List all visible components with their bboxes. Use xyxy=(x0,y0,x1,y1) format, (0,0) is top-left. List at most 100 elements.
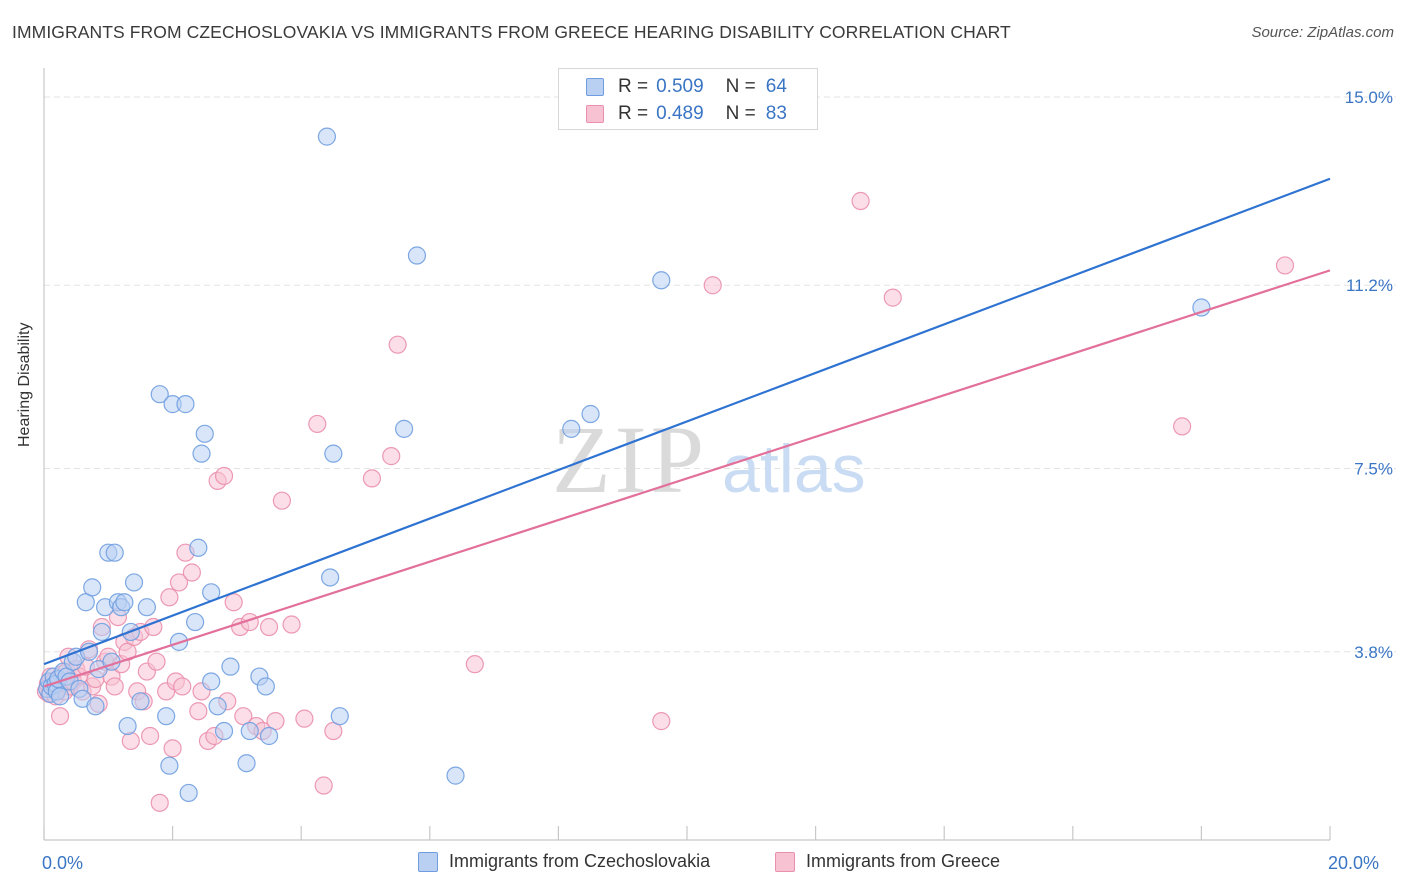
data-point-czechoslovakia xyxy=(160,756,179,775)
data-point-greece xyxy=(388,335,407,354)
data-point-czechoslovakia xyxy=(92,622,111,642)
data-point-czechoslovakia xyxy=(259,726,279,746)
watermark: ZIP atlas xyxy=(552,406,866,513)
trend-line-czechoslovakia xyxy=(43,177,1331,666)
data-point-greece xyxy=(214,466,234,486)
data-point-czechoslovakia xyxy=(189,538,208,557)
data-point-czechoslovakia xyxy=(562,419,581,438)
grid-lines xyxy=(44,96,1396,653)
data-point-czechoslovakia xyxy=(652,271,671,290)
data-point-czechoslovakia xyxy=(192,444,211,463)
data-point-czechoslovakia xyxy=(330,707,349,726)
data-point-czechoslovakia xyxy=(214,721,234,741)
data-point-czechoslovakia xyxy=(179,783,198,803)
legend-swatch-blue xyxy=(418,851,438,872)
y-tick-label: 11.2% xyxy=(1346,276,1393,295)
data-point-czechoslovakia xyxy=(256,677,275,696)
data-point-greece xyxy=(652,712,671,731)
data-point-czechoslovakia xyxy=(208,697,227,716)
data-point-czechoslovakia xyxy=(115,593,134,612)
legend-row-czechoslovakia: R = 0.509 N = 64 xyxy=(559,74,787,100)
data-point-greece xyxy=(1173,417,1192,436)
legend-swatch-pink xyxy=(586,105,604,123)
data-point-czechoslovakia xyxy=(79,642,99,661)
data-point-czechoslovakia xyxy=(240,721,259,741)
data-point-czechoslovakia xyxy=(50,687,70,706)
data-point-czechoslovakia xyxy=(118,716,137,736)
legend-r-value: 0.509 xyxy=(656,76,704,97)
data-point-czechoslovakia xyxy=(317,127,337,146)
data-point-greece xyxy=(282,615,301,634)
data-point-czechoslovakia xyxy=(137,598,156,617)
data-point-greece xyxy=(851,191,870,211)
data-point-czechoslovakia xyxy=(394,419,414,438)
data-point-czechoslovakia xyxy=(124,573,144,592)
data-point-czechoslovakia xyxy=(407,246,427,265)
data-point-greece xyxy=(382,447,401,466)
data-point-greece xyxy=(295,709,314,728)
data-point-czechoslovakia xyxy=(202,672,221,691)
y-tick-label: 15.0% xyxy=(1345,88,1393,107)
legend-r-label: R = xyxy=(618,103,649,124)
data-point-greece xyxy=(883,288,902,307)
data-point-czechoslovakia xyxy=(105,543,124,562)
data-point-czechoslovakia xyxy=(1192,298,1211,317)
data-point-greece xyxy=(272,491,292,510)
data-point-czechoslovakia xyxy=(150,385,169,404)
data-point-czechoslovakia xyxy=(446,766,465,785)
data-point-greece xyxy=(362,469,382,488)
watermark-atlas: atlas xyxy=(722,431,866,507)
data-point-czechoslovakia xyxy=(157,707,176,726)
data-point-czechoslovakia xyxy=(186,612,205,632)
legend-n-value: 64 xyxy=(765,76,787,97)
data-point-greece xyxy=(121,731,140,751)
data-point-greece xyxy=(182,563,201,582)
data-point-greece xyxy=(140,726,160,746)
legend-n-value: 83 xyxy=(765,103,787,124)
legend-item-czechoslovakia: Immigrants from Czechoslovakia xyxy=(418,851,710,872)
legend-n-label: N = xyxy=(725,103,756,124)
x-tick-label-max: 20.0% xyxy=(1328,853,1380,873)
data-point-czechoslovakia xyxy=(131,692,150,711)
data-point-greece xyxy=(314,776,333,795)
legend-label-czechoslovakia: Immigrants from Czechoslovakia xyxy=(449,851,711,871)
x-tick-label-min: 0.0% xyxy=(42,853,84,873)
data-point-czechoslovakia xyxy=(176,395,195,414)
y-axis-title: Hearing Disability xyxy=(16,322,33,448)
data-point-czechoslovakia xyxy=(324,444,343,463)
data-point-czechoslovakia xyxy=(195,424,214,443)
data-point-greece xyxy=(150,793,169,812)
data-point-greece xyxy=(224,593,243,612)
legend-label-greece: Immigrants from Greece xyxy=(806,851,1001,871)
data-point-czechoslovakia xyxy=(86,697,105,716)
data-point-greece xyxy=(163,739,182,758)
data-point-greece xyxy=(169,573,189,592)
data-point-greece xyxy=(259,617,279,637)
source-label: Source: ZipAtlas.com xyxy=(1251,24,1394,41)
data-point-greece xyxy=(308,414,327,434)
data-point-greece xyxy=(173,677,192,696)
trend-lines xyxy=(43,177,1331,688)
data-point-greece xyxy=(147,652,166,671)
y-tick-label: 7.5% xyxy=(1354,460,1393,479)
legend-series: Immigrants from Czechoslovakia Immigrant… xyxy=(0,851,1406,877)
trend-line-greece xyxy=(43,269,1331,688)
legend-stats: R = 0.509 N = 64 R = 0.489 N = 83 xyxy=(558,68,818,130)
data-point-greece xyxy=(465,655,484,674)
data-point-greece xyxy=(160,588,179,607)
legend-r-label: R = xyxy=(618,76,649,97)
legend-swatch-blue xyxy=(586,78,604,96)
data-point-czechoslovakia xyxy=(221,657,240,676)
legend-r-value: 0.489 xyxy=(656,103,704,124)
data-point-czechoslovakia xyxy=(321,568,340,587)
data-point-czechoslovakia xyxy=(237,754,256,773)
legend-row-greece: R = 0.489 N = 83 xyxy=(559,101,787,127)
data-point-greece xyxy=(189,702,208,721)
legend-swatch-pink xyxy=(775,851,795,872)
legend-item-greece: Immigrants from Greece xyxy=(775,851,1000,872)
y-tick-label: 3.8% xyxy=(1354,643,1393,662)
data-point-greece xyxy=(703,276,722,295)
data-point-czechoslovakia xyxy=(83,578,102,597)
y-tick-labels: 3.8% 7.5% 11.2% 15.0% xyxy=(1345,88,1393,662)
